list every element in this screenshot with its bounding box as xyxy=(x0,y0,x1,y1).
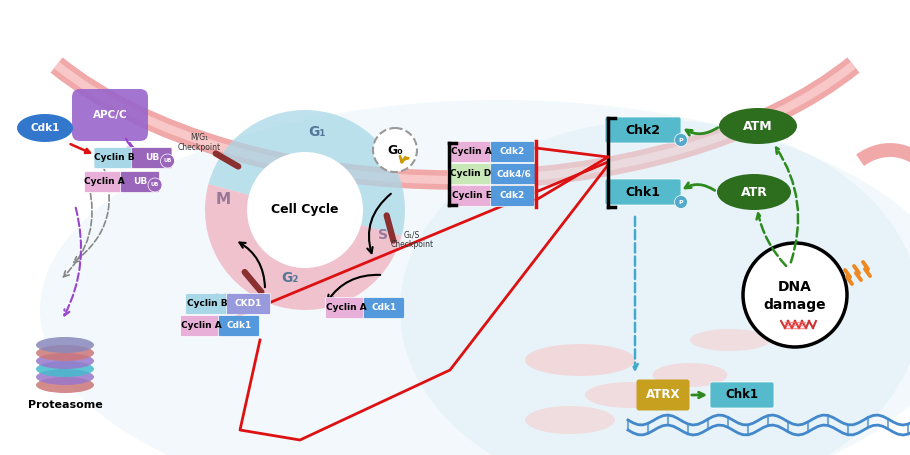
Text: ATM: ATM xyxy=(743,120,773,132)
Ellipse shape xyxy=(36,353,94,369)
FancyBboxPatch shape xyxy=(450,142,493,162)
Text: UB: UB xyxy=(164,158,172,163)
Text: G₂/M: G₂/M xyxy=(214,293,232,302)
Text: Chk1: Chk1 xyxy=(725,389,759,401)
Circle shape xyxy=(674,133,687,147)
FancyBboxPatch shape xyxy=(448,163,493,184)
FancyBboxPatch shape xyxy=(636,379,690,410)
Circle shape xyxy=(247,152,363,268)
FancyBboxPatch shape xyxy=(490,163,537,184)
Text: UB: UB xyxy=(151,182,159,187)
Text: Cyclin B: Cyclin B xyxy=(94,153,135,162)
Ellipse shape xyxy=(717,174,791,210)
Text: Checkpoint: Checkpoint xyxy=(177,143,220,152)
Text: Cyclin B: Cyclin B xyxy=(187,299,228,308)
Text: ATR: ATR xyxy=(741,186,767,198)
Ellipse shape xyxy=(719,108,797,144)
Text: UB: UB xyxy=(133,177,147,187)
Circle shape xyxy=(148,178,162,192)
Text: G₁: G₁ xyxy=(308,125,326,139)
Text: CKD1: CKD1 xyxy=(235,299,262,308)
Text: Cdk2: Cdk2 xyxy=(500,147,525,157)
Text: Cyclin A: Cyclin A xyxy=(451,147,492,157)
Ellipse shape xyxy=(690,329,770,351)
FancyBboxPatch shape xyxy=(186,293,229,314)
Ellipse shape xyxy=(400,120,910,455)
FancyBboxPatch shape xyxy=(227,293,270,314)
Text: Chk1: Chk1 xyxy=(625,186,661,198)
Text: Cyclin A: Cyclin A xyxy=(180,322,221,330)
Ellipse shape xyxy=(17,114,73,142)
Text: damage: damage xyxy=(763,298,826,312)
Text: Cdk1: Cdk1 xyxy=(371,303,397,313)
FancyBboxPatch shape xyxy=(490,186,534,207)
Ellipse shape xyxy=(525,344,635,376)
Text: P: P xyxy=(679,137,683,142)
FancyBboxPatch shape xyxy=(450,186,493,207)
Text: P: P xyxy=(679,199,683,204)
Ellipse shape xyxy=(36,337,94,353)
FancyBboxPatch shape xyxy=(363,298,405,318)
FancyBboxPatch shape xyxy=(605,179,681,205)
FancyBboxPatch shape xyxy=(132,147,172,168)
Text: G₂: G₂ xyxy=(281,271,298,285)
Text: G₀: G₀ xyxy=(387,145,403,157)
Ellipse shape xyxy=(36,377,94,393)
FancyBboxPatch shape xyxy=(605,117,681,143)
FancyBboxPatch shape xyxy=(94,147,135,168)
Ellipse shape xyxy=(652,363,727,387)
FancyBboxPatch shape xyxy=(490,142,534,162)
Text: Cyclin A: Cyclin A xyxy=(84,177,125,187)
FancyBboxPatch shape xyxy=(120,172,159,192)
Ellipse shape xyxy=(36,345,94,361)
FancyBboxPatch shape xyxy=(218,315,259,337)
FancyBboxPatch shape xyxy=(326,298,367,318)
Text: Checkpoint: Checkpoint xyxy=(390,240,433,249)
Wedge shape xyxy=(205,184,401,310)
Text: ATRX: ATRX xyxy=(646,389,681,401)
Ellipse shape xyxy=(36,361,94,377)
Ellipse shape xyxy=(525,406,615,434)
Ellipse shape xyxy=(40,100,910,455)
Text: DNA: DNA xyxy=(778,280,812,294)
Circle shape xyxy=(373,128,417,172)
FancyBboxPatch shape xyxy=(710,382,774,408)
Text: Proteasome: Proteasome xyxy=(27,400,102,410)
Text: Cdk4/6: Cdk4/6 xyxy=(496,170,531,178)
Text: Cell Cycle: Cell Cycle xyxy=(271,203,339,217)
Circle shape xyxy=(160,154,175,168)
Ellipse shape xyxy=(36,369,94,385)
Text: Cdk1: Cdk1 xyxy=(30,123,60,133)
Text: G₁/S: G₁/S xyxy=(404,231,420,240)
Text: Cdk2: Cdk2 xyxy=(500,192,525,201)
Text: Cyclin D: Cyclin D xyxy=(450,170,491,178)
FancyBboxPatch shape xyxy=(72,89,148,141)
Text: UB: UB xyxy=(145,153,159,162)
Text: Cyclin A: Cyclin A xyxy=(326,303,367,313)
Ellipse shape xyxy=(585,382,675,408)
Circle shape xyxy=(743,243,847,347)
Text: Checkpoint: Checkpoint xyxy=(201,302,245,311)
Text: M: M xyxy=(216,192,230,207)
Text: S: S xyxy=(378,228,388,242)
Circle shape xyxy=(674,196,687,208)
FancyBboxPatch shape xyxy=(180,315,221,337)
Text: Chk2: Chk2 xyxy=(625,123,661,136)
FancyBboxPatch shape xyxy=(85,172,124,192)
Text: Cdk1: Cdk1 xyxy=(227,322,252,330)
Text: APC/C: APC/C xyxy=(93,110,127,120)
Text: Cyclin E: Cyclin E xyxy=(451,192,491,201)
Wedge shape xyxy=(208,110,405,236)
Text: M/G₁: M/G₁ xyxy=(190,133,208,142)
